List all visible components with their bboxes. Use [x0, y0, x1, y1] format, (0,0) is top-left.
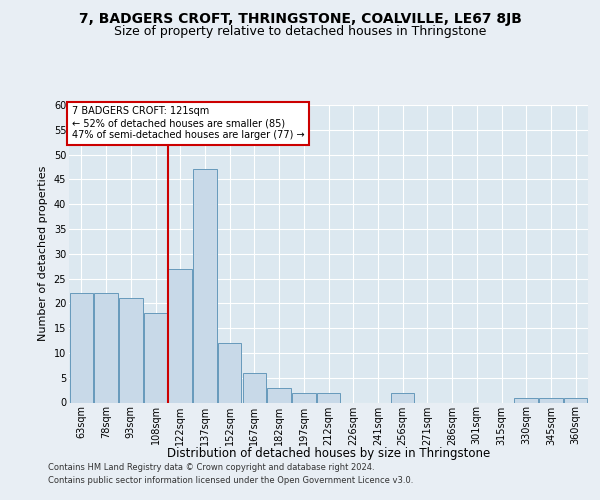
Text: Contains public sector information licensed under the Open Government Licence v3: Contains public sector information licen…: [48, 476, 413, 485]
Bar: [94, 294, 118, 403]
Bar: [391, 392, 415, 402]
Bar: [119, 298, 143, 403]
Bar: [539, 398, 563, 402]
Text: Size of property relative to detached houses in Thringstone: Size of property relative to detached ho…: [114, 25, 486, 38]
Bar: [218, 343, 241, 402]
Bar: [514, 398, 538, 402]
Bar: [169, 268, 192, 402]
Bar: [268, 388, 291, 402]
Bar: [70, 294, 93, 403]
Bar: [242, 373, 266, 402]
Bar: [193, 170, 217, 402]
Bar: [144, 313, 167, 402]
Y-axis label: Number of detached properties: Number of detached properties: [38, 166, 48, 342]
Bar: [317, 392, 340, 402]
Text: Contains HM Land Registry data © Crown copyright and database right 2024.: Contains HM Land Registry data © Crown c…: [48, 464, 374, 472]
Text: 7, BADGERS CROFT, THRINGSTONE, COALVILLE, LE67 8JB: 7, BADGERS CROFT, THRINGSTONE, COALVILLE…: [79, 12, 521, 26]
Text: 7 BADGERS CROFT: 121sqm
← 52% of detached houses are smaller (85)
47% of semi-de: 7 BADGERS CROFT: 121sqm ← 52% of detache…: [71, 106, 304, 140]
Bar: [292, 392, 316, 402]
Bar: [564, 398, 587, 402]
X-axis label: Distribution of detached houses by size in Thringstone: Distribution of detached houses by size …: [167, 448, 490, 460]
